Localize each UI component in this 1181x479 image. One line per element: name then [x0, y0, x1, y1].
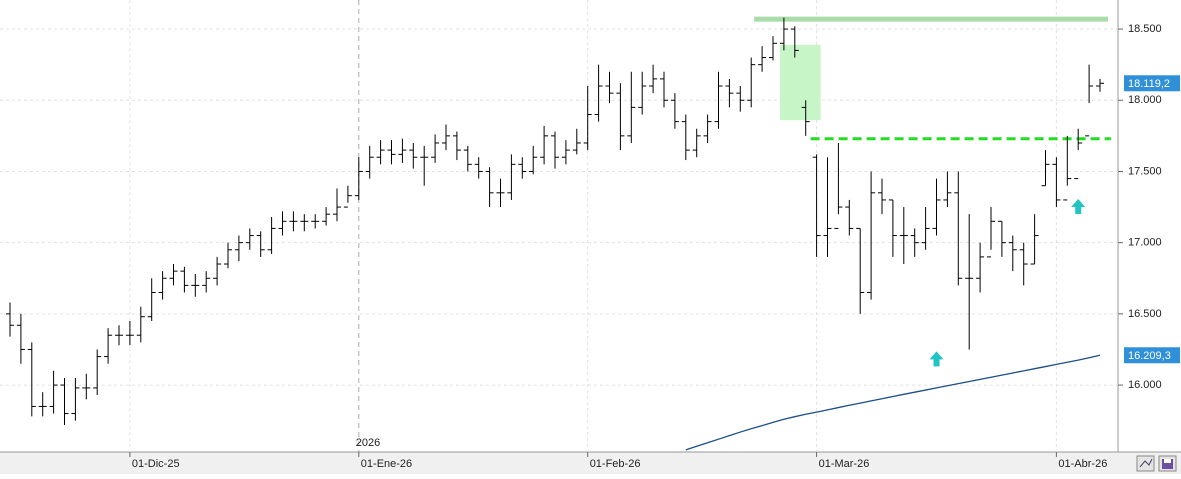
arrow	[1071, 199, 1086, 215]
icon	[1162, 459, 1173, 469]
y-tick-label: 16.500	[1128, 308, 1162, 320]
x-tick-label: 01-Abr-26	[1058, 458, 1107, 470]
chart-type-button[interactable]	[1136, 455, 1155, 472]
arrow	[929, 351, 944, 367]
x-axis-band	[0, 452, 1181, 474]
year-label: 2026	[356, 437, 380, 449]
y-tick-label: 18.500	[1128, 23, 1162, 35]
y-tick-label: 17.000	[1128, 237, 1162, 249]
x-tick-label: 01-Feb-26	[590, 458, 641, 470]
x-tick-label: 01-Mar-26	[819, 458, 870, 470]
y-tick-label: 18.000	[1128, 94, 1162, 106]
x-tick-label: 01-Dic-25	[132, 458, 180, 470]
x-tick-label: 01-Ene-26	[361, 458, 412, 470]
icon	[1139, 458, 1153, 468]
ma-line	[685, 354, 1101, 451]
price-label-box	[1124, 347, 1180, 364]
plot-area	[0, 0, 1118, 452]
price-label: 16.209,3	[1128, 350, 1171, 362]
icon	[1164, 459, 1171, 463]
y-tick-label: 16.000	[1128, 379, 1162, 391]
y-tick-label: 17.500	[1128, 165, 1162, 177]
price-label-box	[1124, 75, 1180, 92]
price-label: 18.119,2	[1128, 78, 1170, 90]
toolbar-icons[interactable]	[1136, 455, 1177, 472]
zone-box	[779, 44, 821, 121]
